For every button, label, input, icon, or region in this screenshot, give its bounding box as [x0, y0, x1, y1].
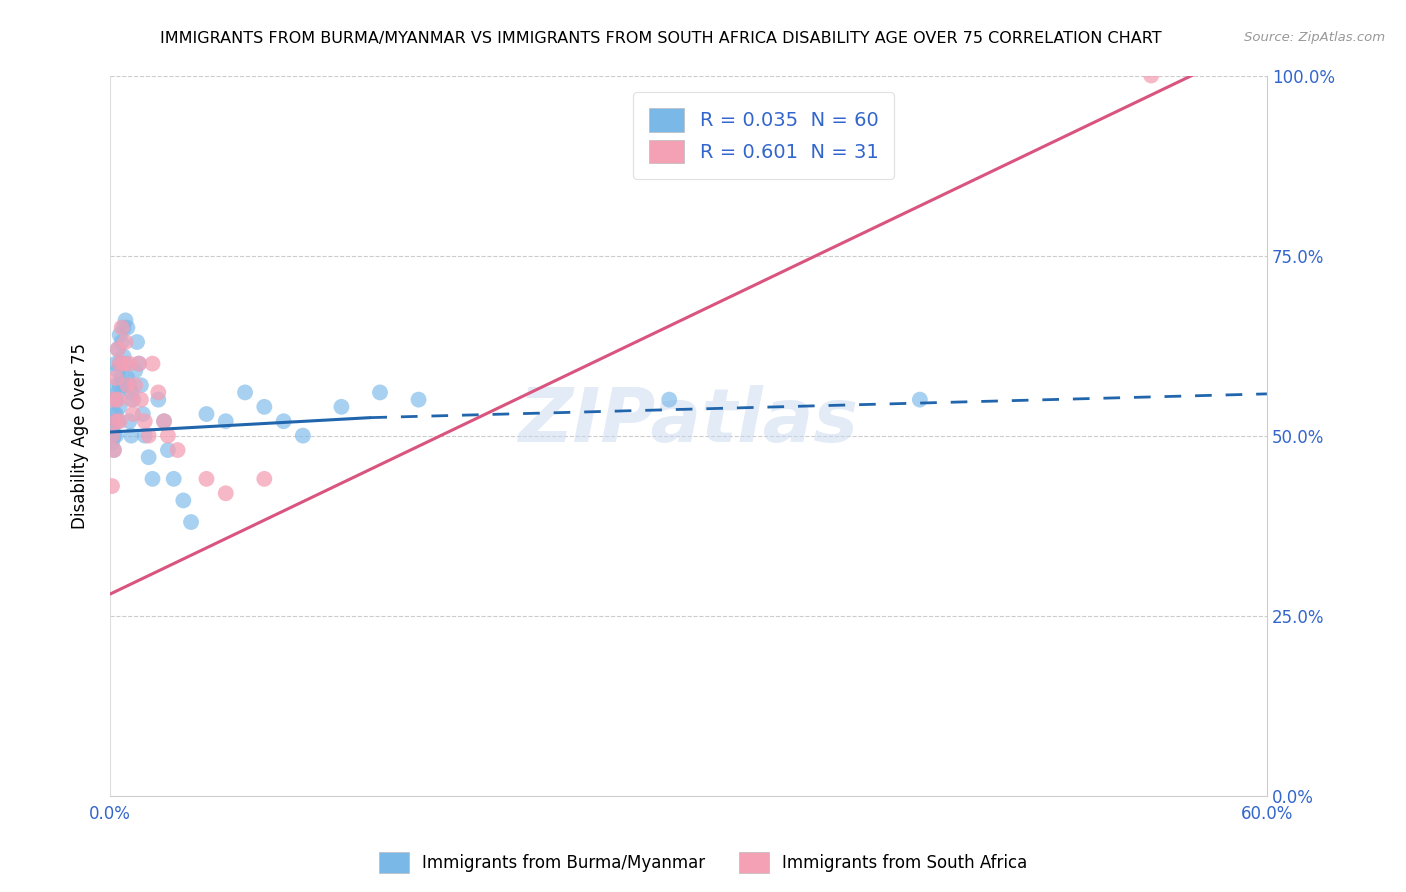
Point: [118, 357, 141, 371]
Point: [195, 472, 218, 486]
Point: [104, 414, 127, 428]
Point: [122, 392, 145, 407]
Point: [134, 428, 156, 442]
Point: [908, 392, 931, 407]
Point: [108, 327, 131, 342]
Point: [103, 392, 125, 407]
Point: [273, 414, 295, 428]
Point: [111, 334, 134, 349]
Point: [103, 443, 125, 458]
Point: [103, 407, 125, 421]
Point: [117, 378, 139, 392]
Legend: R = 0.035  N = 60, R = 0.601  N = 31: R = 0.035 N = 60, R = 0.601 N = 31: [634, 93, 894, 178]
Point: [132, 407, 155, 421]
Point: [111, 371, 134, 385]
Text: IMMIGRANTS FROM BURMA/MYANMAR VS IMMIGRANTS FROM SOUTH AFRICA DISABILITY AGE OVE: IMMIGRANTS FROM BURMA/MYANMAR VS IMMIGRA…: [160, 31, 1161, 46]
Point: [153, 414, 176, 428]
Point: [129, 378, 152, 392]
Point: [120, 392, 142, 407]
Point: [163, 472, 186, 486]
Point: [108, 414, 131, 428]
Point: [658, 392, 681, 407]
Point: [101, 428, 124, 442]
Point: [104, 407, 127, 421]
Point: [107, 342, 129, 356]
Point: [103, 443, 125, 458]
Point: [128, 357, 150, 371]
Point: [141, 357, 163, 371]
Point: [134, 414, 156, 428]
Point: [141, 472, 163, 486]
Point: [112, 378, 135, 392]
Point: [120, 385, 142, 400]
Point: [156, 428, 179, 442]
Point: [117, 371, 139, 385]
Point: [253, 472, 276, 486]
Text: ZIPatlas: ZIPatlas: [519, 384, 859, 458]
Point: [112, 350, 135, 364]
Point: [104, 428, 127, 442]
Point: [233, 385, 256, 400]
Point: [330, 400, 353, 414]
Point: [118, 414, 141, 428]
Point: [111, 320, 134, 334]
Point: [107, 414, 129, 428]
Point: [114, 357, 136, 371]
Point: [101, 435, 124, 450]
Point: [138, 450, 160, 465]
Point: [129, 392, 152, 407]
Point: [107, 342, 129, 356]
Point: [118, 378, 141, 392]
Point: [103, 428, 125, 442]
Point: [107, 392, 129, 407]
Point: [166, 443, 188, 458]
Point: [114, 313, 136, 327]
Y-axis label: Disability Age Over 75: Disability Age Over 75: [72, 343, 89, 529]
Point: [117, 320, 139, 334]
Point: [103, 392, 125, 407]
Point: [215, 486, 238, 500]
Point: [101, 421, 124, 435]
Point: [253, 400, 276, 414]
Point: [114, 334, 136, 349]
Point: [153, 414, 176, 428]
Point: [1140, 69, 1163, 83]
Point: [107, 364, 129, 378]
Point: [408, 392, 430, 407]
Point: [148, 392, 170, 407]
Point: [148, 385, 170, 400]
Point: [120, 428, 142, 442]
Point: [112, 320, 135, 334]
Point: [108, 357, 131, 371]
Point: [215, 414, 238, 428]
Point: [108, 357, 131, 371]
Point: [101, 479, 124, 493]
Point: [156, 443, 179, 458]
Point: [291, 428, 314, 442]
Point: [124, 364, 146, 378]
Point: [122, 407, 145, 421]
Point: [172, 493, 194, 508]
Legend: Immigrants from Burma/Myanmar, Immigrants from South Africa: Immigrants from Burma/Myanmar, Immigrant…: [373, 846, 1033, 880]
Point: [138, 428, 160, 442]
Point: [108, 400, 131, 414]
Point: [108, 378, 131, 392]
Point: [195, 407, 218, 421]
Point: [104, 392, 127, 407]
Point: [104, 378, 127, 392]
Point: [180, 515, 202, 529]
Point: [103, 414, 125, 428]
Point: [368, 385, 391, 400]
Point: [124, 378, 146, 392]
Point: [104, 371, 127, 385]
Text: Source: ZipAtlas.com: Source: ZipAtlas.com: [1244, 31, 1385, 45]
Point: [101, 428, 124, 442]
Point: [107, 385, 129, 400]
Point: [128, 357, 150, 371]
Point: [112, 357, 135, 371]
Point: [125, 334, 148, 349]
Point: [104, 357, 127, 371]
